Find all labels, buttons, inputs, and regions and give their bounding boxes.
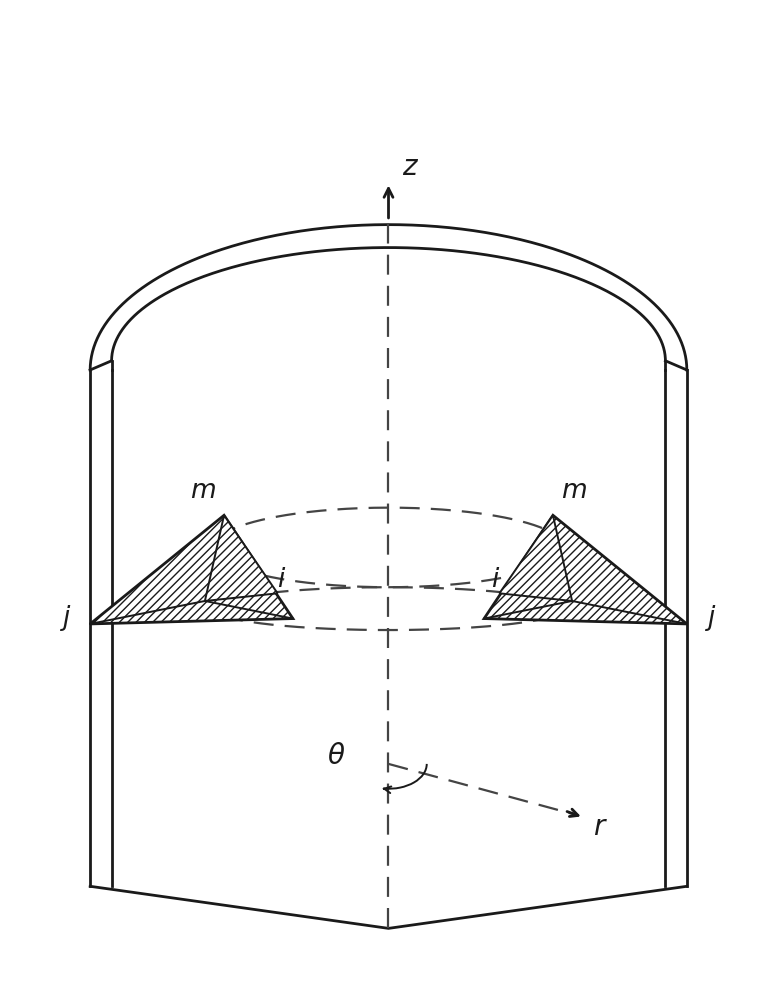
Text: $z$: $z$: [402, 153, 420, 181]
Polygon shape: [205, 515, 277, 601]
Text: $j$: $j$: [60, 603, 71, 633]
Text: $m$: $m$: [562, 478, 587, 504]
Text: $r$: $r$: [593, 813, 608, 841]
Polygon shape: [90, 515, 293, 624]
Text: $i$: $i$: [491, 567, 500, 593]
Text: $i$: $i$: [277, 567, 286, 593]
Text: $\theta$: $\theta$: [327, 742, 346, 770]
Polygon shape: [500, 515, 572, 601]
Text: $m$: $m$: [190, 478, 215, 504]
Text: $j$: $j$: [706, 603, 717, 633]
Polygon shape: [484, 515, 687, 624]
